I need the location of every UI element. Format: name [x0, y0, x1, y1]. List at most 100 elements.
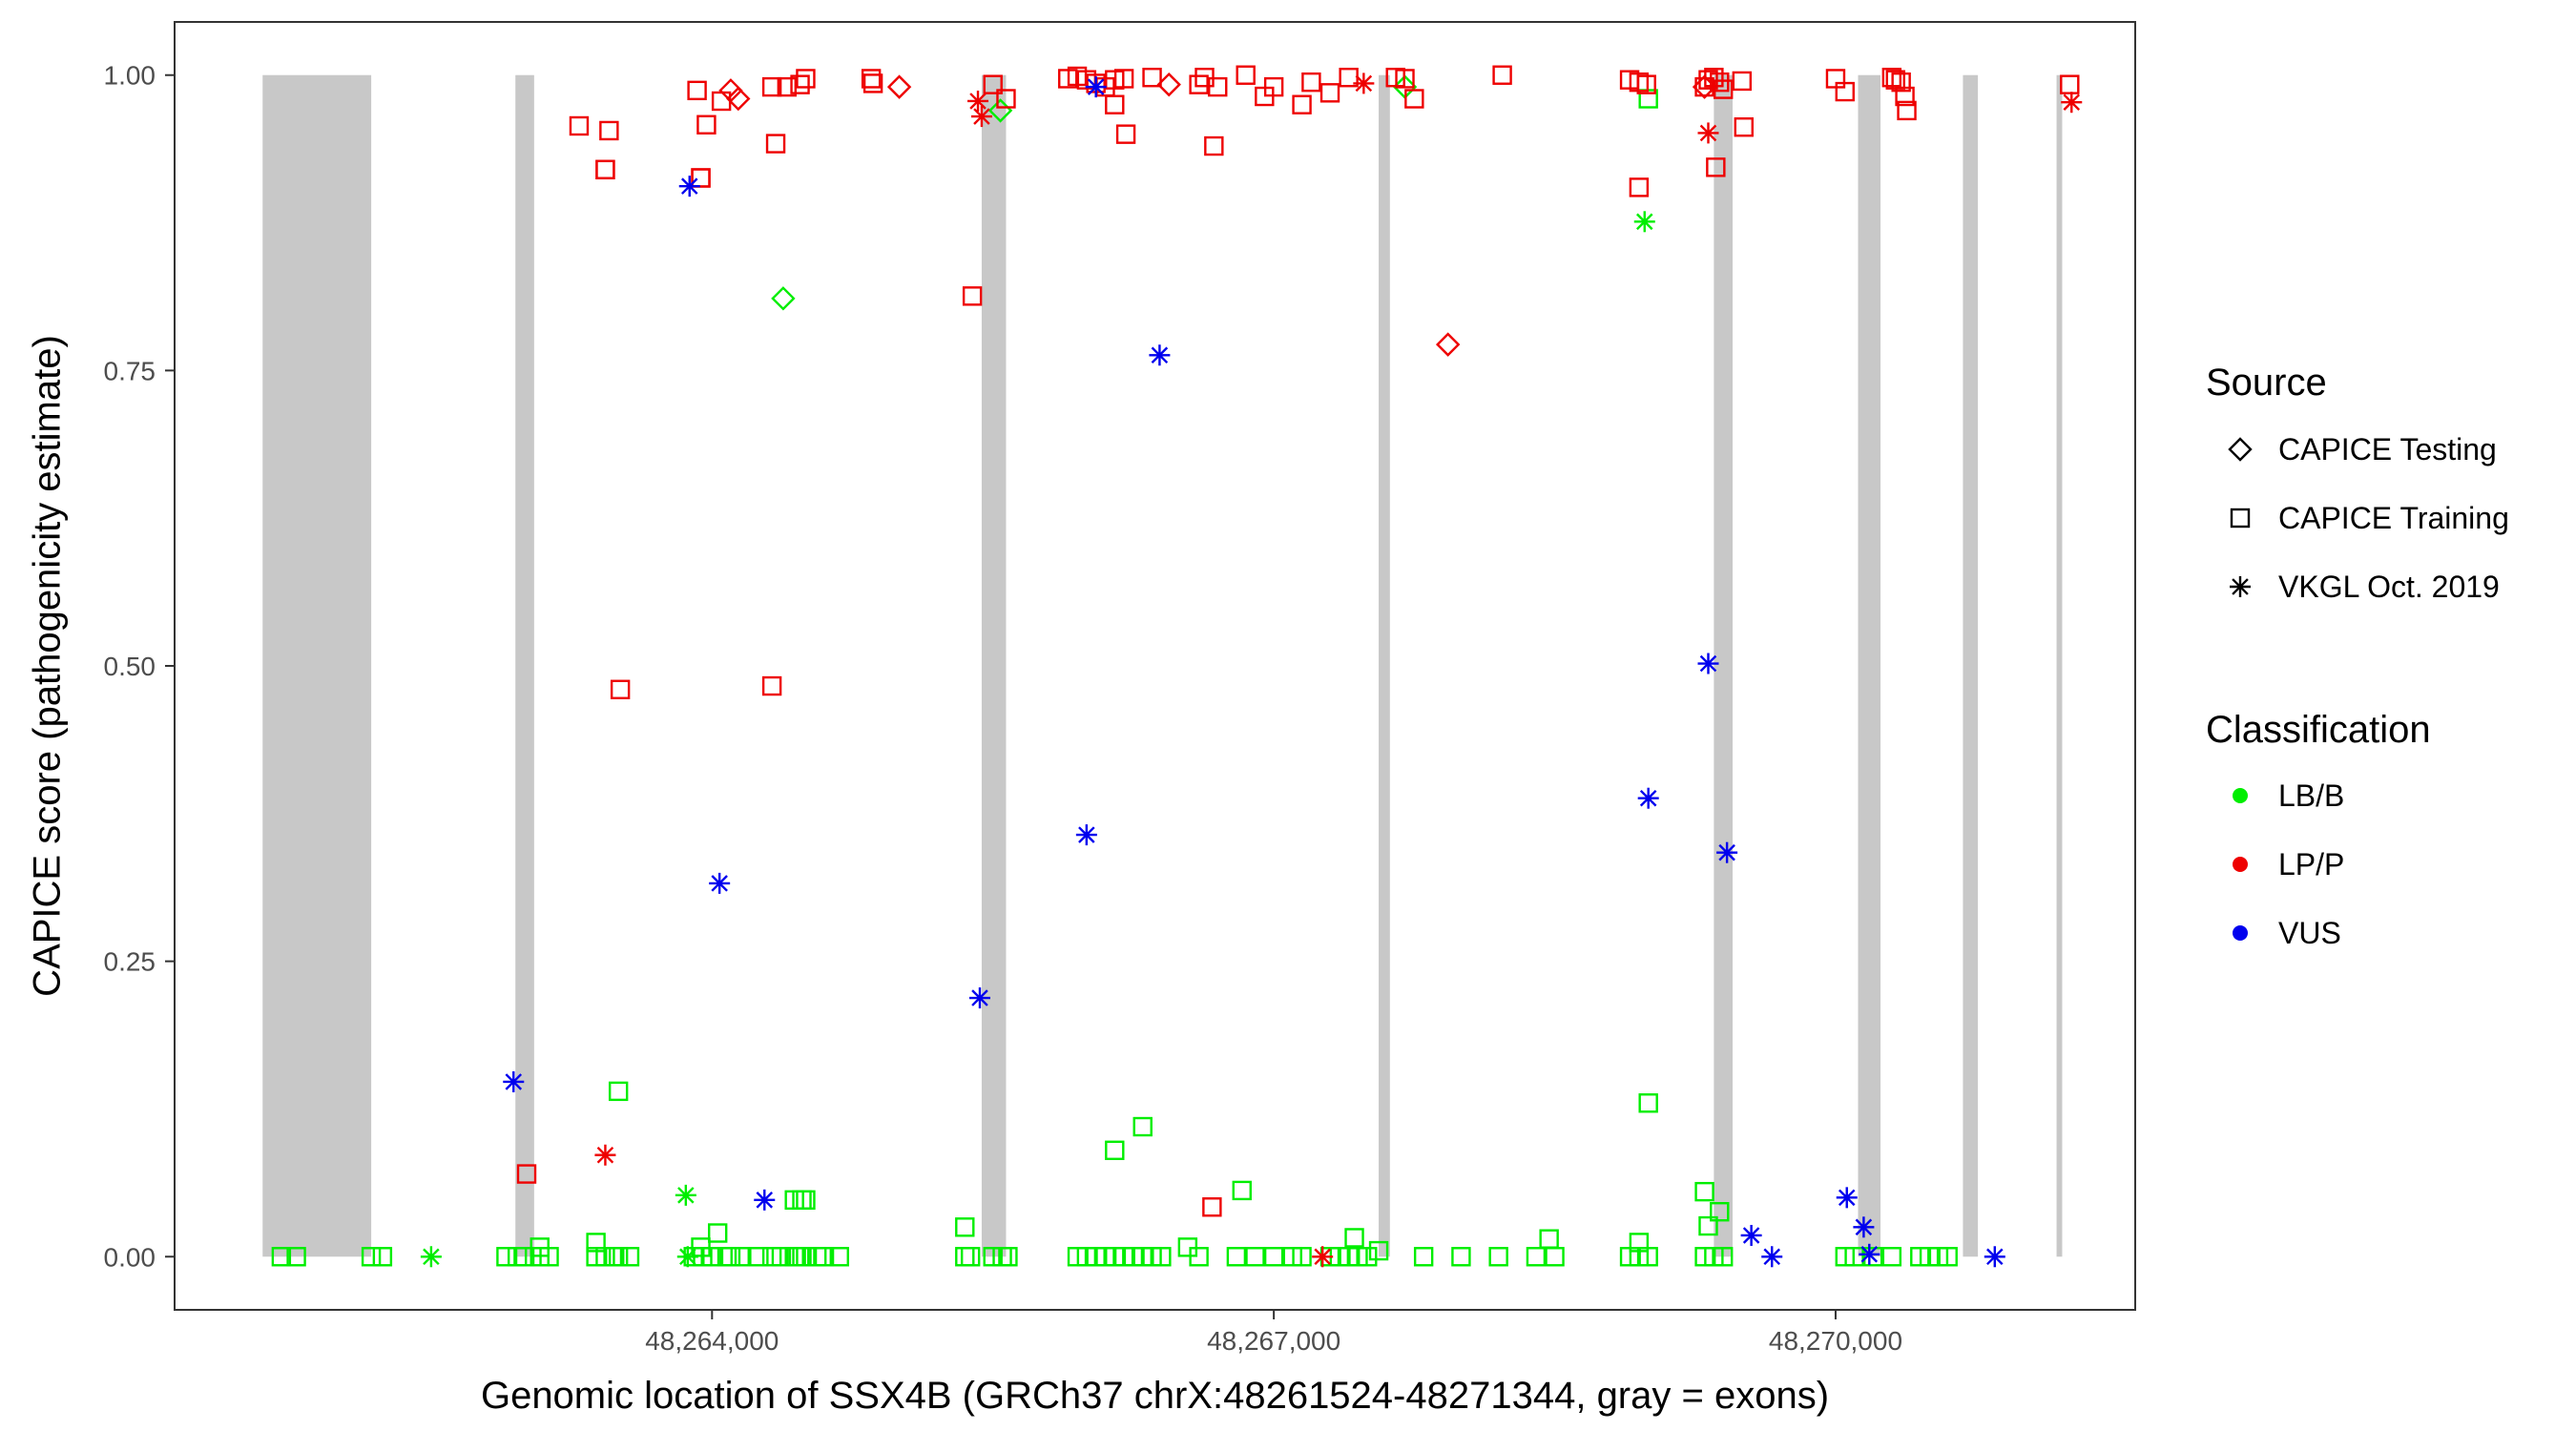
point-LBB-square-92 — [1539, 1229, 1559, 1249]
point-LPP-diamond-3 — [1156, 72, 1181, 97]
point-LPP-square-60 — [1202, 1197, 1222, 1217]
point-LPP-square-57 — [962, 286, 983, 306]
point-LBB-square-47 — [1245, 1247, 1265, 1267]
legend-source-key-square — [2230, 508, 2251, 529]
point-LPP-square-39 — [1636, 74, 1656, 94]
point-LPP-square-9 — [790, 74, 810, 94]
legend-class-key-2 — [2233, 925, 2248, 941]
point-LPP-square-67 — [516, 1164, 537, 1184]
point-LPP-square-5 — [696, 114, 717, 135]
point-LBB-square-88 — [608, 1081, 629, 1102]
point-VUS-asterisk-0 — [503, 1070, 525, 1092]
point-LPP-square-59 — [1115, 124, 1136, 144]
point-LBB-square-85 — [1232, 1180, 1252, 1201]
point-LPP-square-13 — [983, 74, 1003, 94]
point-LPP-square-29 — [1292, 94, 1312, 114]
point-LBB-square-0 — [271, 1247, 292, 1267]
point-LPP-square-11 — [861, 69, 882, 89]
point-LPP-square-2 — [599, 120, 619, 141]
legend-class-label-0: LB/B — [2278, 778, 2344, 813]
point-LPP-square-51 — [1895, 86, 1915, 107]
point-LBB-square-50 — [1292, 1247, 1312, 1267]
point-LBB-square-4 — [496, 1247, 516, 1267]
legend-source-key-asterisk — [2230, 576, 2251, 597]
point-LPP-square-64 — [691, 168, 711, 188]
point-LBB-square-94 — [1344, 1228, 1364, 1248]
exon-band-3 — [981, 74, 1007, 1257]
exon-bands — [262, 74, 2063, 1257]
point-LPP-square-12 — [862, 73, 883, 93]
point-VUS-asterisk-12 — [1761, 1246, 1783, 1268]
point-LPP-asterisk-4 — [1353, 73, 1375, 94]
point-LBB-square-34 — [998, 1247, 1018, 1267]
point-LPP-square-28 — [1263, 76, 1284, 97]
point-LPP-diamond-4 — [1435, 332, 1461, 357]
legend-source-label-0: CAPICE Testing — [2278, 432, 2497, 467]
point-VUS-asterisk-3 — [754, 1189, 776, 1211]
point-LBB-asterisk-2 — [676, 1246, 698, 1268]
point-LPP-square-65 — [761, 76, 782, 97]
point-LPP-square-66 — [1189, 74, 1209, 94]
axes: 48,264,000 48,267,000 48,270,000 0.00 0.25 0.… — [104, 61, 1903, 1356]
point-LPP-square-63 — [1734, 117, 1754, 137]
legend-classification-title: Classification — [2206, 709, 2431, 751]
point-LPP-square-34 — [1395, 69, 1415, 89]
point-LPP-square-24 — [1204, 135, 1224, 156]
point-LPP-square-14 — [996, 89, 1016, 109]
point-LPP-square-52 — [1897, 100, 1917, 121]
point-VUS-asterisk-15 — [1859, 1243, 1880, 1265]
exon-band-8 — [2056, 74, 2063, 1257]
y-tick-label-1: 0.25 — [104, 947, 156, 977]
legend-class-label-2: VUS — [2278, 916, 2341, 950]
point-LBB-square-55 — [1358, 1247, 1378, 1267]
point-LBB-square-80 — [1105, 1140, 1125, 1160]
point-VUS-asterisk-14 — [1853, 1216, 1875, 1238]
point-VUS-asterisk-7 — [1149, 344, 1171, 366]
point-VUS-asterisk-4 — [968, 987, 990, 1009]
point-LBB-square-90 — [691, 1237, 711, 1257]
point-LPP-square-26 — [1236, 65, 1256, 85]
point-LBB-square-1 — [286, 1247, 306, 1267]
point-LPP-square-31 — [1319, 83, 1340, 103]
exon-band-6 — [1858, 74, 1881, 1257]
point-LBB-square-78 — [1698, 1215, 1718, 1236]
legend-source-key-diamond — [2228, 437, 2253, 462]
point-LPP-square-47 — [1835, 81, 1855, 102]
point-LBB-square-22 — [771, 1247, 792, 1267]
point-LBB-square-75 — [1638, 1093, 1658, 1113]
point-LBB-square-2 — [361, 1247, 382, 1267]
point-LBB-asterisk-1 — [675, 1184, 696, 1206]
point-LPP-asterisk-5 — [1697, 122, 1719, 144]
point-VUS-asterisk-6 — [1085, 76, 1107, 98]
point-LPP-square-21 — [1113, 69, 1134, 89]
point-LBB-square-48 — [1263, 1247, 1284, 1267]
point-LBB-square-68 — [1844, 1247, 1864, 1267]
x-tick-label-0: 48,264,000 — [645, 1326, 779, 1356]
point-VUS-asterisk-13 — [1836, 1187, 1858, 1209]
exon-band-7 — [1963, 74, 1979, 1257]
point-VUS-asterisk-11 — [1740, 1224, 1762, 1246]
point-LPP-asterisk-2 — [970, 106, 992, 128]
exon-band-2 — [515, 74, 534, 1257]
point-VUS-asterisk-5 — [1075, 824, 1097, 846]
point-LPP-asterisk-6 — [2061, 92, 2083, 114]
point-LBB-diamond-0 — [771, 286, 796, 311]
y-tick-label-2: 0.50 — [104, 652, 156, 681]
y-tick-label-4: 1.00 — [104, 61, 156, 91]
point-LPP-square-10 — [796, 69, 816, 89]
point-LBB-square-28 — [814, 1247, 835, 1267]
point-LBB-square-59 — [1526, 1247, 1547, 1267]
point-LBB-square-3 — [372, 1247, 393, 1267]
point-LBB-square-82 — [1177, 1237, 1198, 1257]
point-LPP-square-30 — [1301, 72, 1321, 93]
point-LPP-square-3 — [687, 80, 707, 101]
point-LPP-square-56 — [761, 675, 782, 696]
legend-source-label-2: VKGL Oct. 2019 — [2278, 570, 2500, 604]
exon-band-5 — [1714, 74, 1734, 1257]
point-VUS-asterisk-2 — [709, 872, 731, 894]
point-LBB-square-96 — [530, 1237, 550, 1257]
point-LPP-square-50 — [1891, 72, 1911, 93]
point-LPP-square-0 — [569, 115, 590, 136]
point-LBB-square-58 — [1488, 1247, 1508, 1267]
